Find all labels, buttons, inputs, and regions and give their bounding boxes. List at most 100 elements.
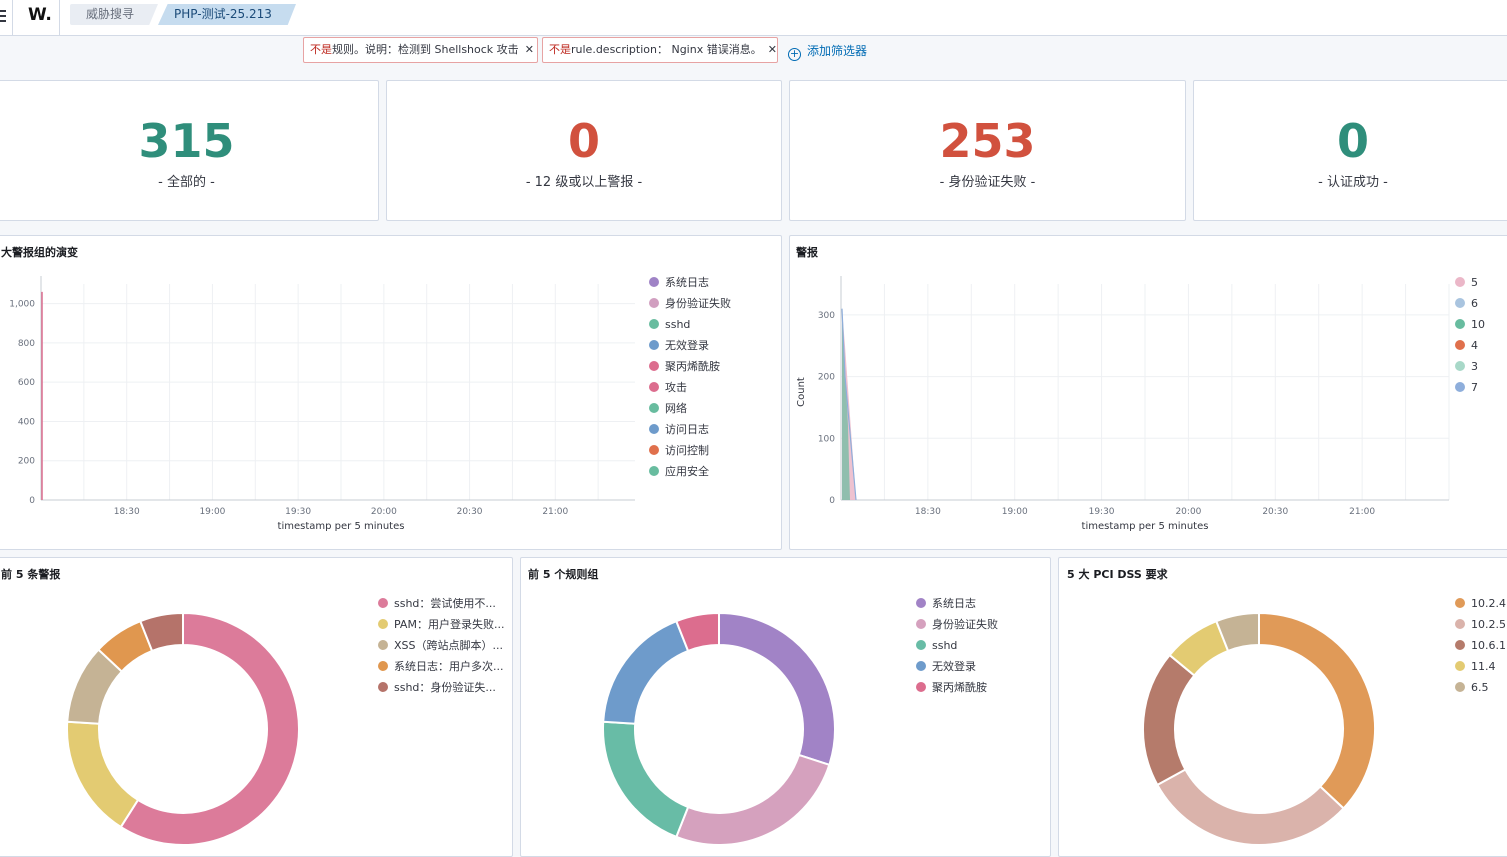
y-tick-label: 400 xyxy=(18,417,35,427)
donut-slice xyxy=(119,611,300,846)
panel-title: 警报 xyxy=(796,246,818,259)
close-icon[interactable]: ✕ xyxy=(767,43,777,56)
legend-item[interactable]: 应用安全 xyxy=(649,461,731,482)
legend-item[interactable]: 聚丙烯酰胺 xyxy=(916,677,998,698)
x-axis-title: timestamp per 5 minutes xyxy=(278,521,405,532)
legend-color-dot xyxy=(378,640,388,650)
legend-label: XSS（跨站点脚本）... xyxy=(394,639,503,652)
top5-rule-groups-panel: 前 5 个规则组 系统日志身份验证失败 sshd 无效登录 聚丙烯酰胺 xyxy=(520,557,1051,857)
filter-text: rule.description： Nginx 错误消息。 xyxy=(571,43,762,56)
app-logo[interactable]: W. xyxy=(28,5,52,25)
filter-negation: 不是 xyxy=(549,43,571,56)
chart-legend: 10.2.4 10.2.5 10.6.1 11.4 6.5 xyxy=(1455,593,1506,698)
legend-item[interactable]: 网络 xyxy=(649,398,731,419)
legend-item[interactable]: 4 xyxy=(1455,335,1485,356)
legend-label: 访问日志 xyxy=(665,423,709,436)
legend-label: 6.5 xyxy=(1471,681,1489,694)
menu-icon[interactable] xyxy=(0,10,6,22)
legend-item[interactable]: 攻击 xyxy=(649,377,731,398)
legend-label: sshd：身份验证失... xyxy=(394,681,496,694)
legend-label: sshd xyxy=(665,318,691,331)
legend-item[interactable]: XSS（跨站点脚本）... xyxy=(378,635,504,656)
legend-item[interactable]: sshd：身份验证失... xyxy=(378,677,504,698)
legend-label: 系统日志 xyxy=(932,597,976,610)
y-axis-title: Count xyxy=(796,377,807,407)
add-filter-button[interactable]: + 添加筛选器 xyxy=(788,42,867,61)
x-tick-label: 21:00 xyxy=(1349,507,1375,517)
filter-pill-shellshock[interactable]: 不是规则。说明：检测到 Shellshock 攻击 ✕ xyxy=(303,37,538,63)
legend-color-dot xyxy=(1455,682,1465,692)
legend-color-dot xyxy=(649,424,659,434)
donut-slice xyxy=(602,720,690,839)
y-tick-label: 300 xyxy=(818,311,835,321)
close-icon[interactable]: ✕ xyxy=(524,43,534,56)
legend-item[interactable]: 访问控制 xyxy=(649,440,731,461)
legend-item[interactable]: 6.5 xyxy=(1455,677,1506,698)
legend-label: 聚丙烯酰胺 xyxy=(665,360,720,373)
legend-label: 无效登录 xyxy=(665,339,709,352)
legend-color-dot xyxy=(1455,619,1465,629)
legend-item[interactable]: 无效登录 xyxy=(649,335,731,356)
x-tick-label: 18:30 xyxy=(915,507,941,517)
legend-item[interactable]: 11.4 xyxy=(1455,656,1506,677)
breadcrumb-agent[interactable]: PHP-测试-25.213 xyxy=(158,4,296,25)
legend-color-dot xyxy=(649,361,659,371)
legend-item[interactable]: 10.2.4 xyxy=(1455,593,1506,614)
legend-item[interactable]: 聚丙烯酰胺 xyxy=(649,356,731,377)
legend-label: 身份验证失败 xyxy=(665,297,731,310)
legend-item[interactable]: 7 xyxy=(1455,377,1485,398)
metric-auth-success: 0 - 认证成功 - xyxy=(1193,80,1507,221)
legend-item[interactable]: 系统日志：用户多次... xyxy=(378,656,504,677)
legend-label: 10.6.1 xyxy=(1471,639,1506,652)
legend-label: 7 xyxy=(1471,381,1478,394)
legend-label: 攻击 xyxy=(665,381,687,394)
donut-slice xyxy=(66,720,140,829)
donut-slice xyxy=(602,619,690,725)
legend-label: 10.2.4 xyxy=(1471,597,1506,610)
legend-item[interactable]: 3 xyxy=(1455,356,1485,377)
legend-color-dot xyxy=(649,340,659,350)
legend-item[interactable]: 身份验证失败 xyxy=(649,293,731,314)
legend-item[interactable]: 身份验证失败 xyxy=(916,614,998,635)
panel-title: 前 5 个规则组 xyxy=(528,568,599,581)
y-tick-label: 1,000 xyxy=(9,300,35,310)
x-tick-label: 19:00 xyxy=(1002,507,1028,517)
legend-item[interactable]: 5 xyxy=(1455,272,1485,293)
filter-pill-nginx[interactable]: 不是rule.description： Nginx 错误消息。 ✕ xyxy=(542,37,778,63)
donut-slice xyxy=(718,611,836,767)
top5-rule-groups-donut xyxy=(602,611,836,846)
legend-label: 4 xyxy=(1471,339,1478,352)
legend-item[interactable]: 无效登录 xyxy=(916,656,998,677)
legend-label: 网络 xyxy=(665,402,687,415)
divider xyxy=(12,0,13,36)
legend-item[interactable]: sshd xyxy=(916,635,998,656)
top5-pci-dss-panel: 5 大 PCI DSS 要求 10.2.4 10.2.5 10.6.1 11.4 6.5 xyxy=(1058,557,1507,857)
legend-item[interactable]: 6 xyxy=(1455,293,1485,314)
metric-auth-failure: 253 - 身份验证失败 - xyxy=(789,80,1186,221)
legend-item[interactable]: 10.6.1 xyxy=(1455,635,1506,656)
legend-color-dot xyxy=(378,682,388,692)
legend-item[interactable]: sshd：尝试使用不... xyxy=(378,593,504,614)
legend-label: 3 xyxy=(1471,360,1478,373)
filter-text: 规则。说明：检测到 Shellshock 攻击 xyxy=(332,43,519,56)
legend-color-dot xyxy=(1455,598,1465,608)
chart-legend: 系统日志身份验证失败 sshd 无效登录聚丙烯酰胺攻击网络访问日志访问控制 应用安全 xyxy=(649,272,731,482)
y-tick-label: 200 xyxy=(818,373,835,383)
legend-item[interactable]: PAM：用户登录失败... xyxy=(378,614,504,635)
top-bar: W. 威胁搜寻 PHP-测试-25.213 xyxy=(0,0,1507,36)
y-tick-label: 600 xyxy=(18,378,35,388)
legend-item[interactable]: 10 xyxy=(1455,314,1485,335)
x-tick-label: 20:30 xyxy=(457,507,483,517)
legend-item[interactable]: 访问日志 xyxy=(649,419,731,440)
top5-pci-dss-donut xyxy=(1142,611,1376,846)
x-tick-label: 20:00 xyxy=(371,507,397,517)
divider xyxy=(59,0,60,36)
breadcrumb-threat-hunting[interactable]: 威胁搜寻 xyxy=(70,4,158,25)
add-filter-label: 添加筛选器 xyxy=(807,44,868,58)
legend-item[interactable]: 系统日志 xyxy=(916,593,998,614)
legend-item[interactable]: sshd xyxy=(649,314,731,335)
legend-item[interactable]: 系统日志 xyxy=(649,272,731,293)
legend-color-dot xyxy=(916,661,926,671)
legend-item[interactable]: 10.2.5 xyxy=(1455,614,1506,635)
x-tick-label: 18:30 xyxy=(114,507,140,517)
